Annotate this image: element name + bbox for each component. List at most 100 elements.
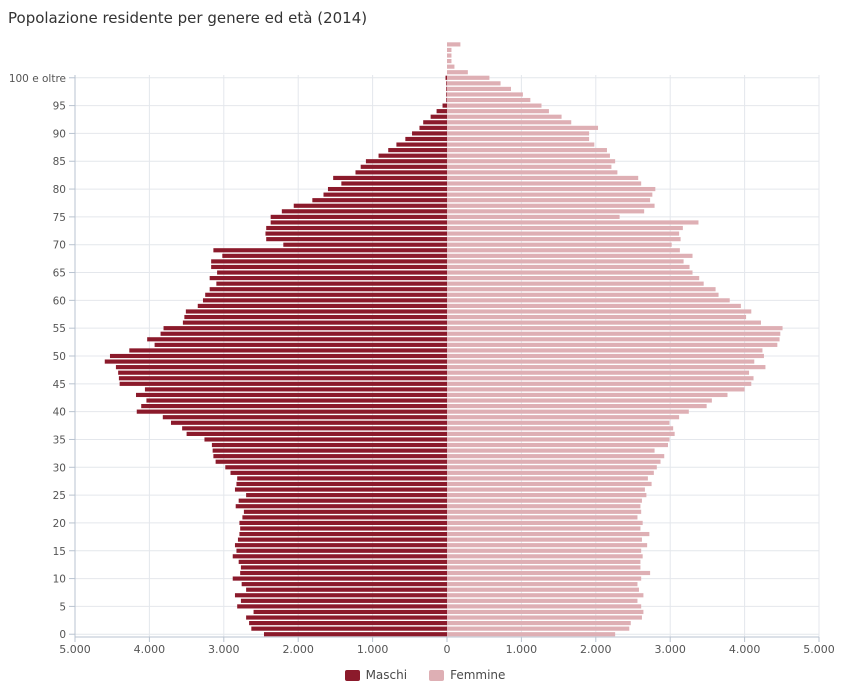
bar-maschi-age-3[interactable] (246, 615, 447, 620)
bar-femmine-age-57[interactable] (447, 314, 747, 320)
bar-maschi-age-95[interactable] (442, 103, 447, 108)
bar-femmine-age-30[interactable] (447, 465, 657, 470)
bar-femmine-age-38[interactable] (447, 420, 670, 425)
bar-maschi-age-7[interactable] (234, 593, 447, 598)
bar-femmine-age-56[interactable] (447, 320, 761, 325)
bar-maschi-age-30[interactable] (225, 465, 447, 470)
bar-maschi-age-94[interactable] (436, 109, 447, 114)
bar-femmine-age-32[interactable] (447, 454, 665, 459)
bar-maschi-age-83[interactable] (355, 170, 447, 175)
bar-femmine-age-40[interactable] (447, 409, 689, 414)
bar-maschi-age-58[interactable] (185, 309, 447, 314)
bar-maschi-age-78[interactable] (312, 198, 447, 203)
bar-maschi-age-10[interactable] (232, 576, 447, 581)
bar-maschi-age-89[interactable] (405, 136, 447, 142)
bar-femmine-age-95[interactable] (447, 103, 542, 108)
bar-femmine-age-3[interactable] (447, 615, 642, 620)
bar-maschi-age-22[interactable] (243, 509, 447, 514)
bar-maschi-age-65[interactable] (217, 270, 447, 275)
bar-femmine-age-99[interactable] (447, 81, 501, 86)
bar-maschi-age-68[interactable] (222, 253, 447, 258)
bar-maschi-age-32[interactable] (213, 454, 447, 459)
bar-femmine-age-43[interactable] (447, 392, 728, 398)
bar-maschi-age-5[interactable] (237, 604, 447, 609)
bar-femmine-age-52[interactable] (447, 342, 778, 347)
bar-maschi-age-93[interactable] (430, 114, 447, 119)
bar-maschi-age-66[interactable] (211, 264, 447, 270)
bar-maschi-age-98[interactable] (446, 86, 447, 91)
bar-femmine-age-88[interactable] (447, 142, 595, 147)
bar-femmine-age-50[interactable] (447, 353, 764, 359)
bar-maschi-age-1[interactable] (251, 626, 447, 631)
bar-maschi-age-20[interactable] (239, 520, 447, 526)
bar-maschi-age-53[interactable] (147, 337, 447, 342)
bar-maschi-age-80[interactable] (327, 186, 447, 192)
bar-femmine-age-17[interactable] (447, 537, 642, 542)
bar-femmine-age-21[interactable] (447, 515, 638, 520)
bar-maschi-age-33[interactable] (212, 448, 447, 453)
bar-maschi-age-75[interactable] (270, 214, 447, 219)
bar-femmine-age-60[interactable] (447, 298, 730, 303)
bar-maschi-age-64[interactable] (209, 276, 447, 281)
bar-maschi-age-6[interactable] (240, 598, 447, 603)
bar-femmine-age-80[interactable] (447, 186, 656, 192)
bar-femmine-age-5[interactable] (447, 604, 642, 609)
bar-femmine-age-25[interactable] (447, 493, 647, 498)
bar-maschi-age-90[interactable] (412, 131, 447, 136)
bar-maschi-age-26[interactable] (234, 487, 447, 492)
bar-maschi-age-63[interactable] (216, 281, 447, 286)
bar-femmine-age-69[interactable] (447, 248, 680, 253)
bar-maschi-age-15[interactable] (236, 548, 447, 553)
bar-maschi-age-88[interactable] (396, 142, 447, 147)
bar-maschi-age-72[interactable] (265, 231, 447, 236)
bar-maschi-age-27[interactable] (236, 481, 447, 487)
bar-femmine-age-101[interactable] (447, 70, 468, 75)
bar-maschi-age-43[interactable] (136, 392, 447, 398)
bar-femmine-age-105[interactable] (447, 47, 452, 53)
bar-maschi-age-74[interactable] (270, 220, 447, 225)
bar-femmine-age-20[interactable] (447, 520, 643, 526)
bar-maschi-age-35[interactable] (204, 437, 447, 442)
bar-femmine-age-8[interactable] (447, 587, 639, 592)
bar-maschi-age-16[interactable] (234, 543, 447, 548)
bar-maschi-age-67[interactable] (211, 259, 447, 264)
legend-item-maschi[interactable]: Maschi (344, 668, 407, 682)
bar-maschi-age-37[interactable] (182, 426, 448, 431)
bar-femmine-age-76[interactable] (447, 209, 645, 214)
bar-maschi-age-34[interactable] (211, 442, 447, 448)
bar-femmine-age-103[interactable] (447, 59, 452, 64)
bar-femmine-age-74[interactable] (447, 220, 699, 225)
bar-femmine-age-42[interactable] (447, 398, 712, 403)
bar-maschi-age-55[interactable] (163, 326, 447, 331)
bar-maschi-age-42[interactable] (146, 398, 447, 403)
bar-femmine-age-39[interactable] (447, 415, 680, 420)
bar-femmine-age-86[interactable] (447, 153, 610, 158)
bar-femmine-age-79[interactable] (447, 192, 653, 197)
bar-maschi-age-54[interactable] (160, 331, 447, 336)
bar-femmine-age-29[interactable] (447, 470, 654, 475)
bar-femmine-age-14[interactable] (447, 554, 643, 559)
bar-maschi-age-84[interactable] (360, 164, 447, 169)
bar-maschi-age-29[interactable] (230, 470, 447, 475)
bar-maschi-age-12[interactable] (240, 565, 447, 570)
bar-femmine-age-28[interactable] (447, 476, 648, 481)
bar-femmine-age-87[interactable] (447, 148, 607, 153)
bar-maschi-age-25[interactable] (246, 493, 447, 498)
bar-femmine-age-15[interactable] (447, 548, 642, 553)
bar-maschi-age-31[interactable] (215, 459, 447, 464)
bar-femmine-age-27[interactable] (447, 481, 652, 487)
bar-femmine-age-53[interactable] (447, 337, 780, 342)
bar-femmine-age-11[interactable] (447, 570, 651, 576)
bar-maschi-age-2[interactable] (249, 621, 447, 626)
bar-femmine-age-68[interactable] (447, 253, 693, 258)
bar-femmine-age-49[interactable] (447, 359, 755, 364)
bar-maschi-age-18[interactable] (239, 531, 447, 537)
bar-maschi-age-38[interactable] (170, 420, 447, 425)
bar-femmine-age-77[interactable] (447, 203, 655, 208)
bar-maschi-age-13[interactable] (238, 559, 447, 564)
bar-femmine-age-35[interactable] (447, 437, 670, 442)
bar-femmine-age-31[interactable] (447, 459, 661, 464)
bar-femmine-age-81[interactable] (447, 181, 642, 186)
bar-femmine-age-9[interactable] (447, 582, 638, 587)
bar-maschi-age-100[interactable] (445, 75, 447, 80)
